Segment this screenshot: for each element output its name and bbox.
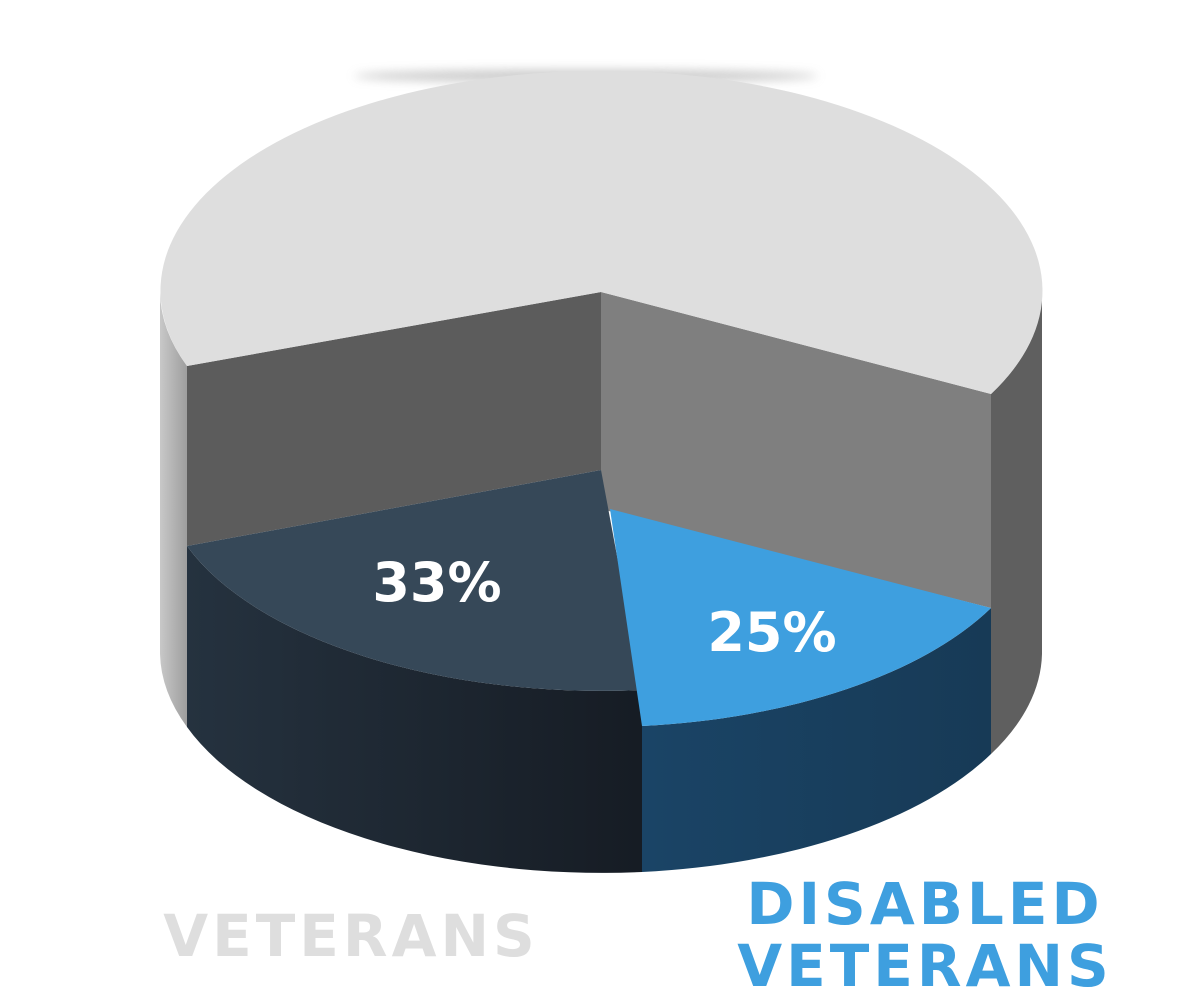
grey-slice-right-side (991, 293, 1042, 754)
grey-slice-cut-right (601, 292, 991, 608)
disabled-veterans-value-label: 25% (707, 601, 836, 664)
veterans-value-label: 33% (372, 551, 501, 614)
disabled-veterans-slice-front (642, 608, 991, 872)
legend-disabled-line2: VETERANS (737, 932, 1113, 990)
disabled-veterans-slice-top (610, 509, 991, 726)
legend-disabled-line1: DISABLED (746, 870, 1103, 938)
legend-veterans: VETERANS (163, 902, 539, 970)
grey-slice-left-side (160, 293, 187, 727)
veterans-slice-front (187, 546, 642, 873)
grey-slice-top (160, 70, 1043, 395)
veterans-slice-top (187, 470, 642, 691)
grey-slice-cut-left (187, 292, 601, 546)
